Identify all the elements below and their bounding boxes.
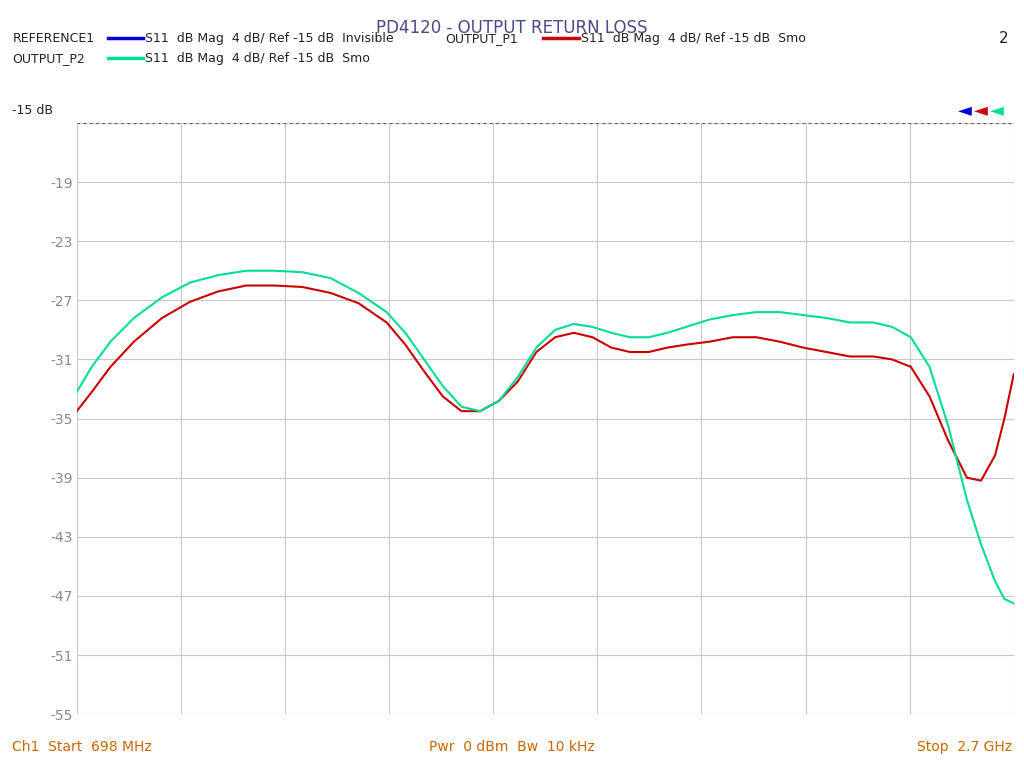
Text: S11  dB Mag  4 dB/ Ref -15 dB  Smo: S11 dB Mag 4 dB/ Ref -15 dB Smo [581, 32, 806, 45]
Text: ◄: ◄ [990, 101, 1005, 120]
Text: 2: 2 [999, 31, 1009, 46]
Text: S11  dB Mag  4 dB/ Ref -15 dB  Invisible: S11 dB Mag 4 dB/ Ref -15 dB Invisible [145, 32, 394, 45]
Text: REFERENCE1: REFERENCE1 [12, 32, 94, 45]
Text: Pwr  0 dBm  Bw  10 kHz: Pwr 0 dBm Bw 10 kHz [429, 740, 595, 754]
Text: Stop  2.7 GHz: Stop 2.7 GHz [916, 740, 1012, 754]
Text: OUTPUT_P1: OUTPUT_P1 [445, 32, 518, 45]
Text: S11  dB Mag  4 dB/ Ref -15 dB  Smo: S11 dB Mag 4 dB/ Ref -15 dB Smo [145, 52, 371, 65]
Text: ◄: ◄ [957, 101, 972, 120]
Text: ◄: ◄ [974, 101, 988, 120]
Text: OUTPUT_P2: OUTPUT_P2 [12, 52, 85, 65]
Text: -15 dB: -15 dB [12, 104, 53, 117]
Text: PD4120 - OUTPUT RETURN LOSS: PD4120 - OUTPUT RETURN LOSS [376, 19, 648, 37]
Text: Ch1  Start  698 MHz: Ch1 Start 698 MHz [12, 740, 152, 754]
